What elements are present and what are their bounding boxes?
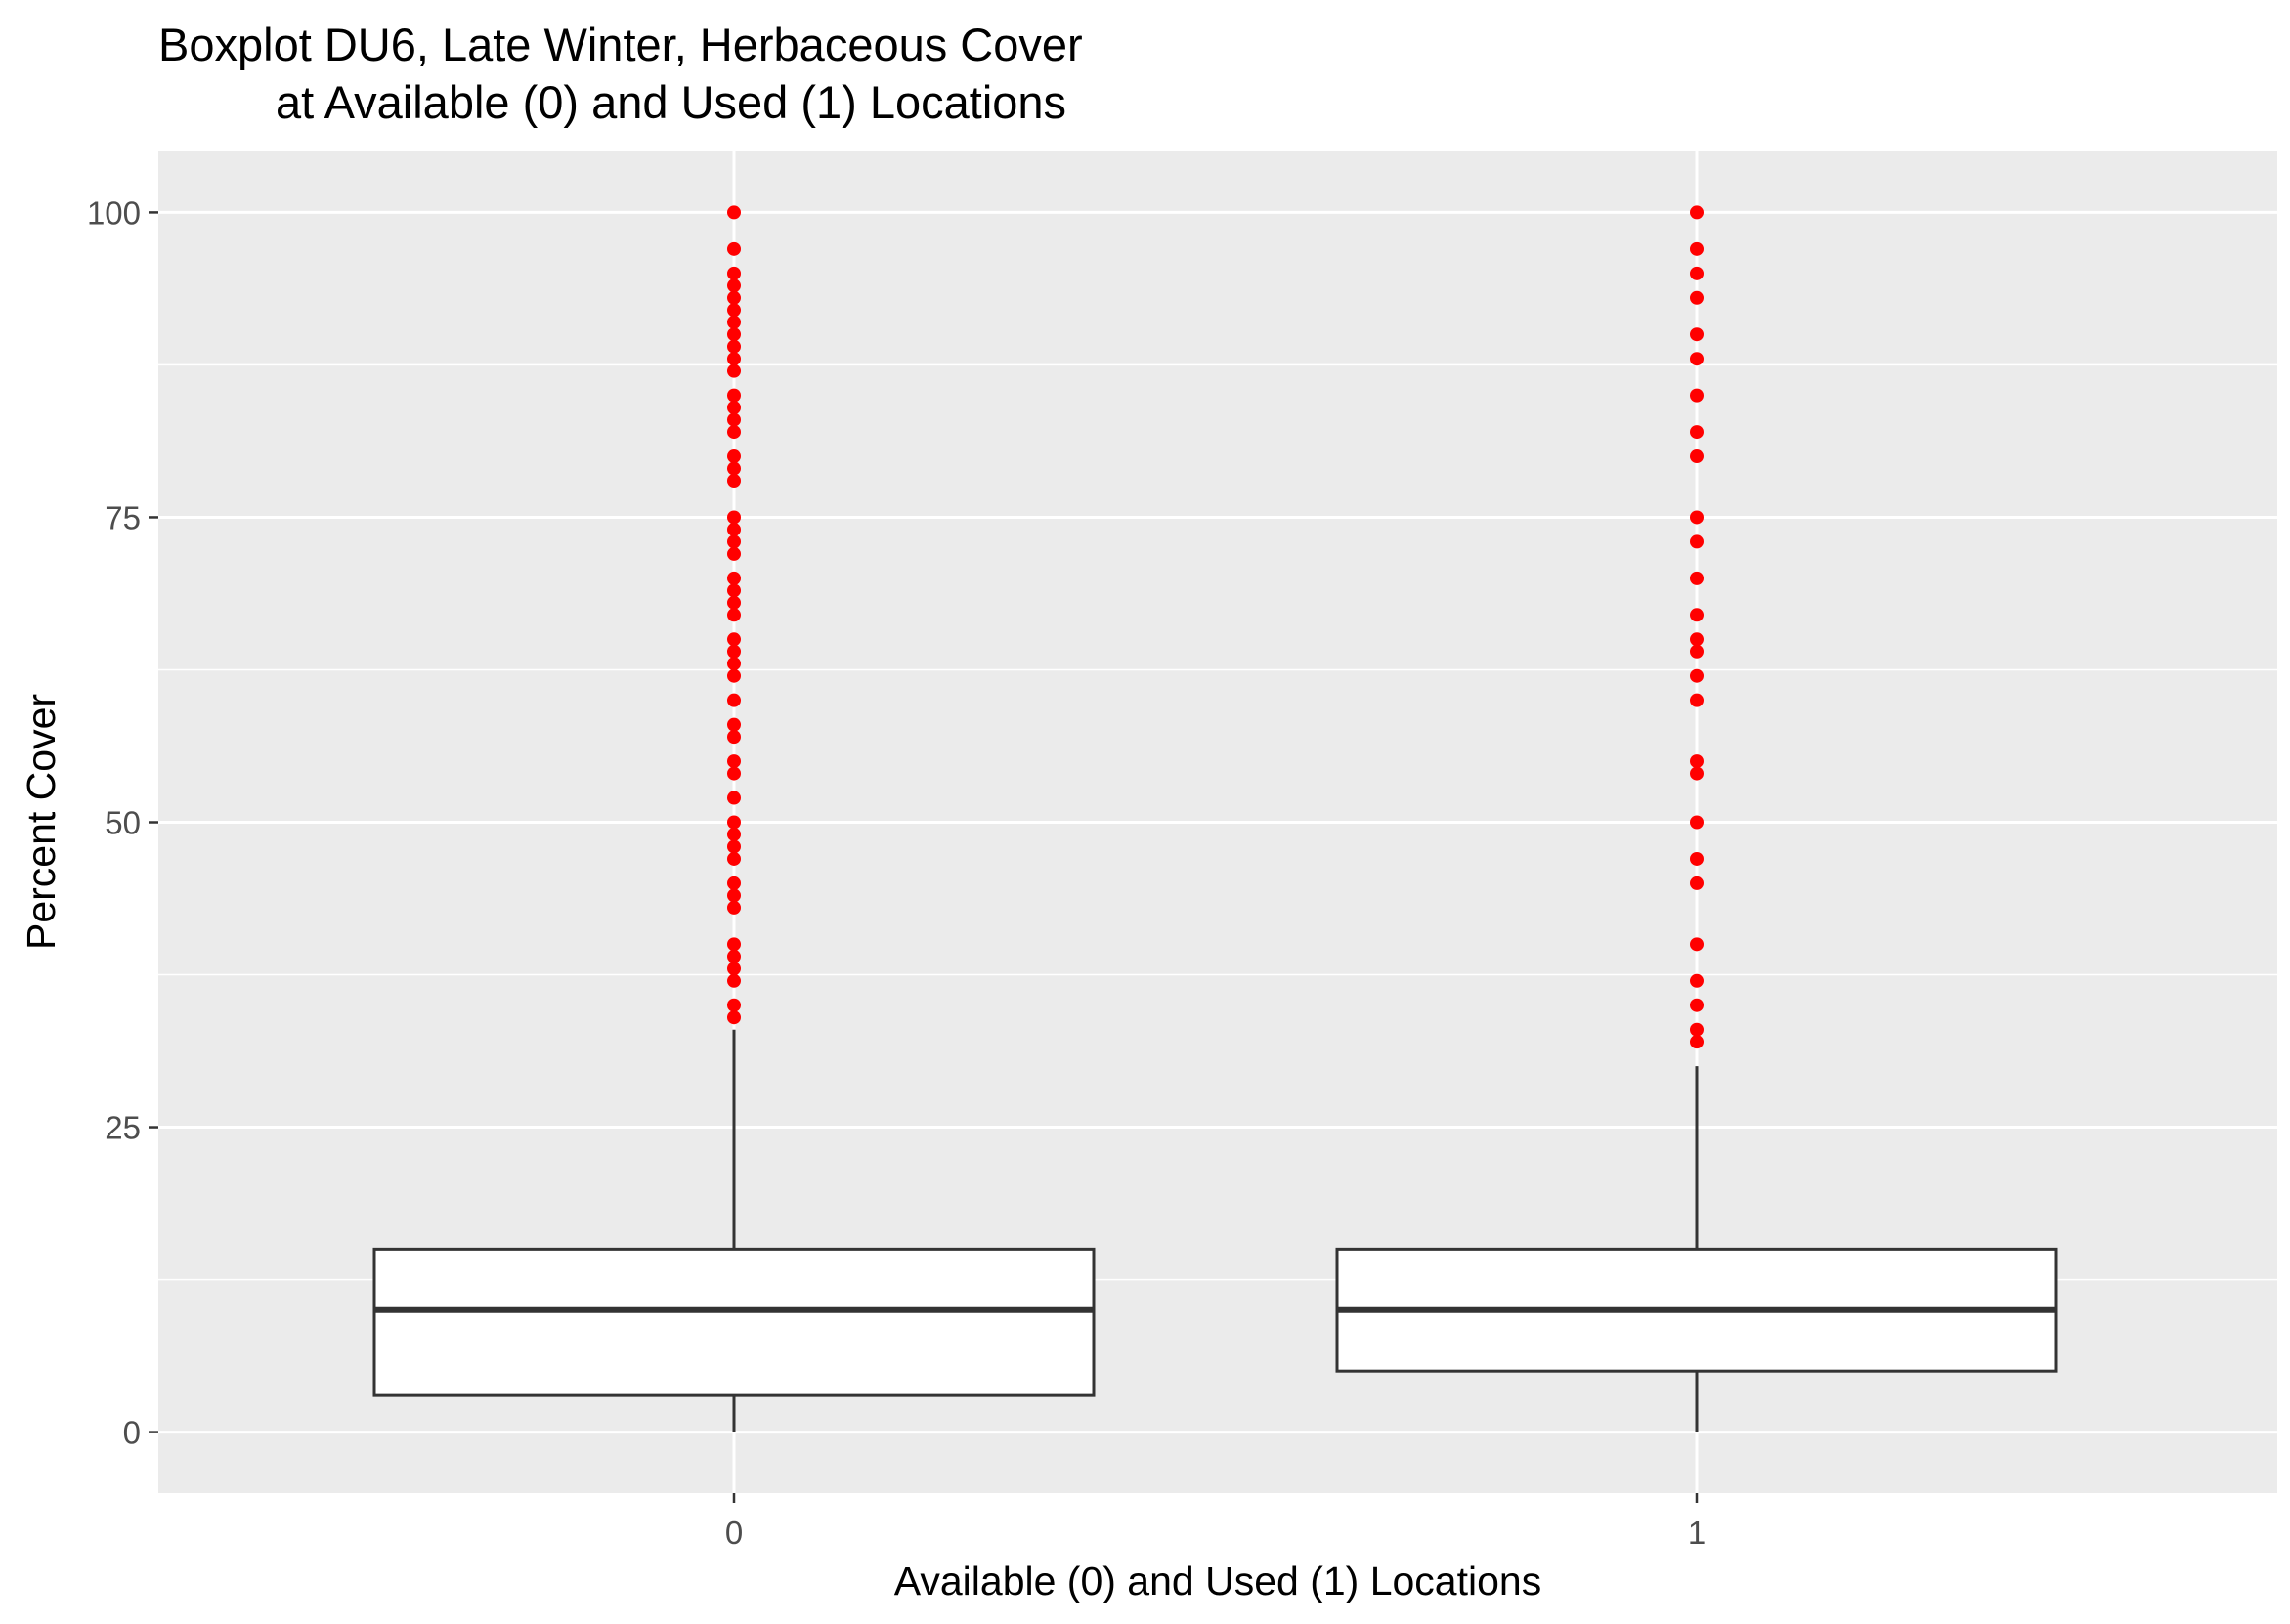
outlier-point <box>1690 510 1704 525</box>
outlier-point <box>1690 998 1704 1012</box>
outlier-point <box>727 522 741 536</box>
outlier-point <box>1690 973 1704 988</box>
outlier-point <box>1690 388 1704 403</box>
outlier-point <box>727 278 741 293</box>
outlier-point <box>727 900 741 915</box>
outlier-point <box>727 510 741 525</box>
outlier-point <box>1690 534 1704 549</box>
outlier-point <box>727 717 741 732</box>
box-iqr <box>372 1247 1096 1397</box>
outlier-point <box>727 241 741 256</box>
outlier-point <box>727 949 741 963</box>
outlier-point <box>1690 851 1704 866</box>
outlier-point <box>1690 1035 1704 1049</box>
y-tick-label: 50 <box>105 805 141 841</box>
axes: 0 25 50 75 100 0 1 <box>87 194 1706 1551</box>
outlier-point <box>727 693 741 707</box>
box-group-0 <box>372 205 1096 1432</box>
outlier-point <box>727 315 741 329</box>
outlier-point <box>1690 1022 1704 1037</box>
outlier-point <box>727 266 741 280</box>
outlier-point <box>727 973 741 988</box>
outlier-point <box>727 608 741 622</box>
outlier-point <box>1690 668 1704 683</box>
outlier-point <box>727 657 741 671</box>
outlier-point <box>727 668 741 683</box>
outlier-point <box>727 339 741 354</box>
outlier-point <box>727 839 741 854</box>
outlier-point <box>727 205 741 220</box>
outlier-point <box>727 888 741 903</box>
outlier-point <box>727 595 741 610</box>
box-group-1 <box>1335 205 2058 1432</box>
outlier-point <box>727 571 741 585</box>
outlier-point <box>727 791 741 805</box>
outlier-point <box>1690 290 1704 305</box>
x-tick-label: 0 <box>725 1515 743 1551</box>
outlier-point <box>1690 327 1704 342</box>
outlier-point <box>727 363 741 378</box>
outlier-point <box>1690 766 1704 781</box>
y-tick-label: 25 <box>105 1110 141 1146</box>
outlier-point <box>1690 815 1704 830</box>
outlier-point <box>727 851 741 866</box>
outlier-point <box>727 876 741 890</box>
outlier-point <box>727 644 741 659</box>
outlier-point <box>1690 266 1704 280</box>
outlier-point <box>727 388 741 403</box>
box-layer <box>372 205 2058 1432</box>
outlier-point <box>727 583 741 598</box>
outlier-point <box>727 546 741 561</box>
y-tick-label: 0 <box>123 1415 141 1451</box>
outlier-point <box>727 474 741 489</box>
outlier-point <box>1690 608 1704 622</box>
outlier-point <box>727 1010 741 1025</box>
outlier-point <box>727 815 741 830</box>
y-axis-title: Percent Cover <box>19 694 64 950</box>
outlier-point <box>1690 632 1704 647</box>
outlier-point <box>1690 644 1704 659</box>
outlier-point <box>727 412 741 427</box>
outlier-point <box>727 827 741 841</box>
y-tick-label: 75 <box>105 499 141 535</box>
outlier-point <box>727 998 741 1012</box>
outlier-point <box>727 327 741 342</box>
outlier-point <box>727 401 741 415</box>
outlier-point <box>727 632 741 647</box>
x-axis-title: Available (0) and Used (1) Locations <box>894 1559 1541 1603</box>
outlier-point <box>1690 241 1704 256</box>
outlier-point <box>1690 205 1704 220</box>
outlier-point <box>727 937 741 952</box>
outlier-point <box>727 730 741 745</box>
x-tick-label: 1 <box>1688 1515 1706 1551</box>
outlier-point <box>1690 754 1704 769</box>
outlier-point <box>1690 352 1704 366</box>
outlier-point <box>727 352 741 366</box>
outlier-point <box>727 754 741 769</box>
outlier-point <box>1690 937 1704 952</box>
outlier-point <box>1690 449 1704 464</box>
outlier-point <box>727 962 741 976</box>
outlier-point <box>1690 876 1704 890</box>
outlier-point <box>727 425 741 440</box>
outlier-point <box>727 449 741 464</box>
outlier-point <box>1690 571 1704 585</box>
outlier-point <box>727 303 741 318</box>
outlier-point <box>727 534 741 549</box>
y-tick-label: 100 <box>87 194 141 231</box>
outlier-point <box>1690 693 1704 707</box>
outlier-point <box>727 290 741 305</box>
outlier-point <box>727 766 741 781</box>
chart-title-line-1: Boxplot DU6, Late Winter, Herbaceous Cov… <box>158 19 1083 70</box>
outlier-point <box>727 461 741 476</box>
outlier-point <box>1690 425 1704 440</box>
chart-title-line-2: at Available (0) and Used (1) Locations <box>276 76 1066 128</box>
